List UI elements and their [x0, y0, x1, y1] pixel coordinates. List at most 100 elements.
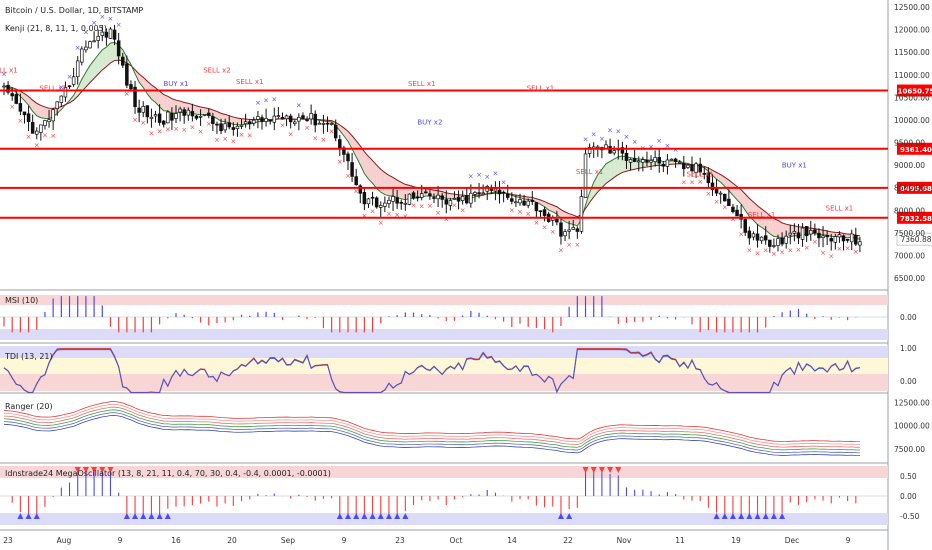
candle-body [301, 115, 305, 120]
ma-cloud-segment [769, 215, 774, 237]
signal-marker: × [280, 122, 286, 130]
candle-body [493, 188, 498, 192]
candle-body [407, 193, 412, 205]
tdi-label: TDI (13, 21) [4, 352, 53, 361]
ma-cloud-segment [773, 218, 778, 237]
mega-sell-triangle [615, 467, 622, 473]
signal-marker: × [476, 171, 482, 179]
ma-cloud-segment [90, 60, 95, 83]
ma-cloud-segment [233, 117, 238, 125]
candle-body [370, 196, 375, 199]
ranger-pane[interactable] [3, 401, 860, 457]
ma-cloud-segment [737, 186, 742, 205]
signal-marker: × [214, 136, 220, 144]
signal-marker: × [673, 146, 679, 154]
candle-body [198, 116, 203, 118]
candle-body [96, 36, 100, 41]
msi-label: MSI (10) [5, 296, 38, 305]
candle-body [641, 159, 645, 163]
ma-cloud-segment [102, 47, 107, 70]
candle-body [710, 182, 715, 191]
candle-body [772, 245, 776, 247]
candle-body [735, 209, 739, 217]
price-tick-label: 7000.00 [894, 251, 925, 260]
candle-body [833, 236, 838, 243]
candle-body [825, 235, 829, 238]
signal-marker: × [689, 179, 695, 187]
fast-ma-line [3, 41, 860, 240]
signal-marker: × [796, 246, 802, 254]
candle-body [51, 109, 55, 122]
date-tick-label: 23 [395, 536, 405, 545]
ma-cloud-segment [139, 74, 144, 88]
signal-marker: × [435, 209, 441, 217]
candle-body [215, 123, 219, 126]
candle-body [682, 163, 686, 170]
signal-marker: × [828, 253, 834, 261]
mega-buy-triangle [33, 513, 40, 519]
resistance-tag-text: 8495.68 [900, 185, 932, 193]
price-pane[interactable]: ×××××× ××××××× ×××× ×× × × × × ×××× × ×× ×× × ×××××× ×… [0, 13, 932, 261]
tdi-upper-band [0, 346, 888, 358]
signal-marker: × [99, 13, 105, 21]
candle-body [559, 222, 563, 237]
signal-marker: × [255, 99, 261, 107]
price-tick-label: 8000.00 [894, 206, 925, 215]
last-price-tag [896, 232, 932, 246]
signal-marker: × [337, 158, 343, 166]
signal-marker: × [312, 134, 318, 142]
candle-body [518, 199, 522, 204]
candle-body [379, 205, 383, 208]
candle-body [231, 127, 236, 130]
ma-cloud-segment [597, 169, 602, 192]
buy-signal-label: BUY x1 [163, 80, 188, 88]
mega-buy-triangle [336, 513, 343, 519]
candle-body [763, 235, 768, 241]
signal-marker: × [402, 213, 408, 221]
signal-marker: × [730, 215, 736, 223]
msi-pane[interactable] [0, 295, 888, 340]
candle-body [743, 219, 747, 233]
ma-cloud-segment [618, 156, 623, 175]
candle-body [415, 196, 420, 199]
candle-body [690, 164, 694, 172]
mega-buy-triangle [369, 513, 376, 519]
candle-body [256, 116, 260, 120]
megaoscillator-pane[interactable] [0, 466, 888, 525]
ma-cloud-segment [171, 98, 176, 114]
candle-body [448, 200, 453, 206]
candle-body [325, 122, 330, 125]
candle-body [649, 160, 653, 163]
date-tick-label: 19 [731, 536, 741, 545]
candle-body [702, 173, 707, 175]
signal-marker: × [460, 207, 466, 215]
candle-body [841, 235, 846, 242]
date-tick-label: 14 [507, 536, 517, 545]
candle-body [849, 233, 854, 243]
signal-marker: × [304, 124, 310, 132]
mega-sell-triangle [607, 467, 614, 473]
tdi-pane[interactable] [0, 346, 888, 394]
signal-marker: × [67, 73, 73, 81]
candle-body [30, 122, 35, 134]
candle-body [632, 157, 637, 162]
ma-cloud-segment [384, 172, 389, 196]
signal-marker: × [42, 131, 48, 139]
signal-marker: × [230, 138, 236, 146]
candle-body [14, 94, 19, 104]
candle-body [403, 202, 408, 205]
price-tick-label: 12500.00 [894, 3, 930, 12]
signal-marker: × [738, 230, 744, 238]
signal-marker: × [9, 103, 15, 111]
price-tick-label: 8500.00 [894, 184, 925, 193]
signal-marker: × [517, 208, 523, 216]
signal-marker: × [411, 202, 417, 210]
signal-marker: × [820, 249, 826, 257]
candle-body [768, 239, 772, 247]
msi-tick-label: 0.00 [900, 313, 917, 322]
candle-body [747, 230, 752, 239]
candle-body [284, 115, 289, 120]
price-tick-label: 7500.00 [894, 229, 925, 238]
date-tick-label: 16 [171, 536, 181, 545]
